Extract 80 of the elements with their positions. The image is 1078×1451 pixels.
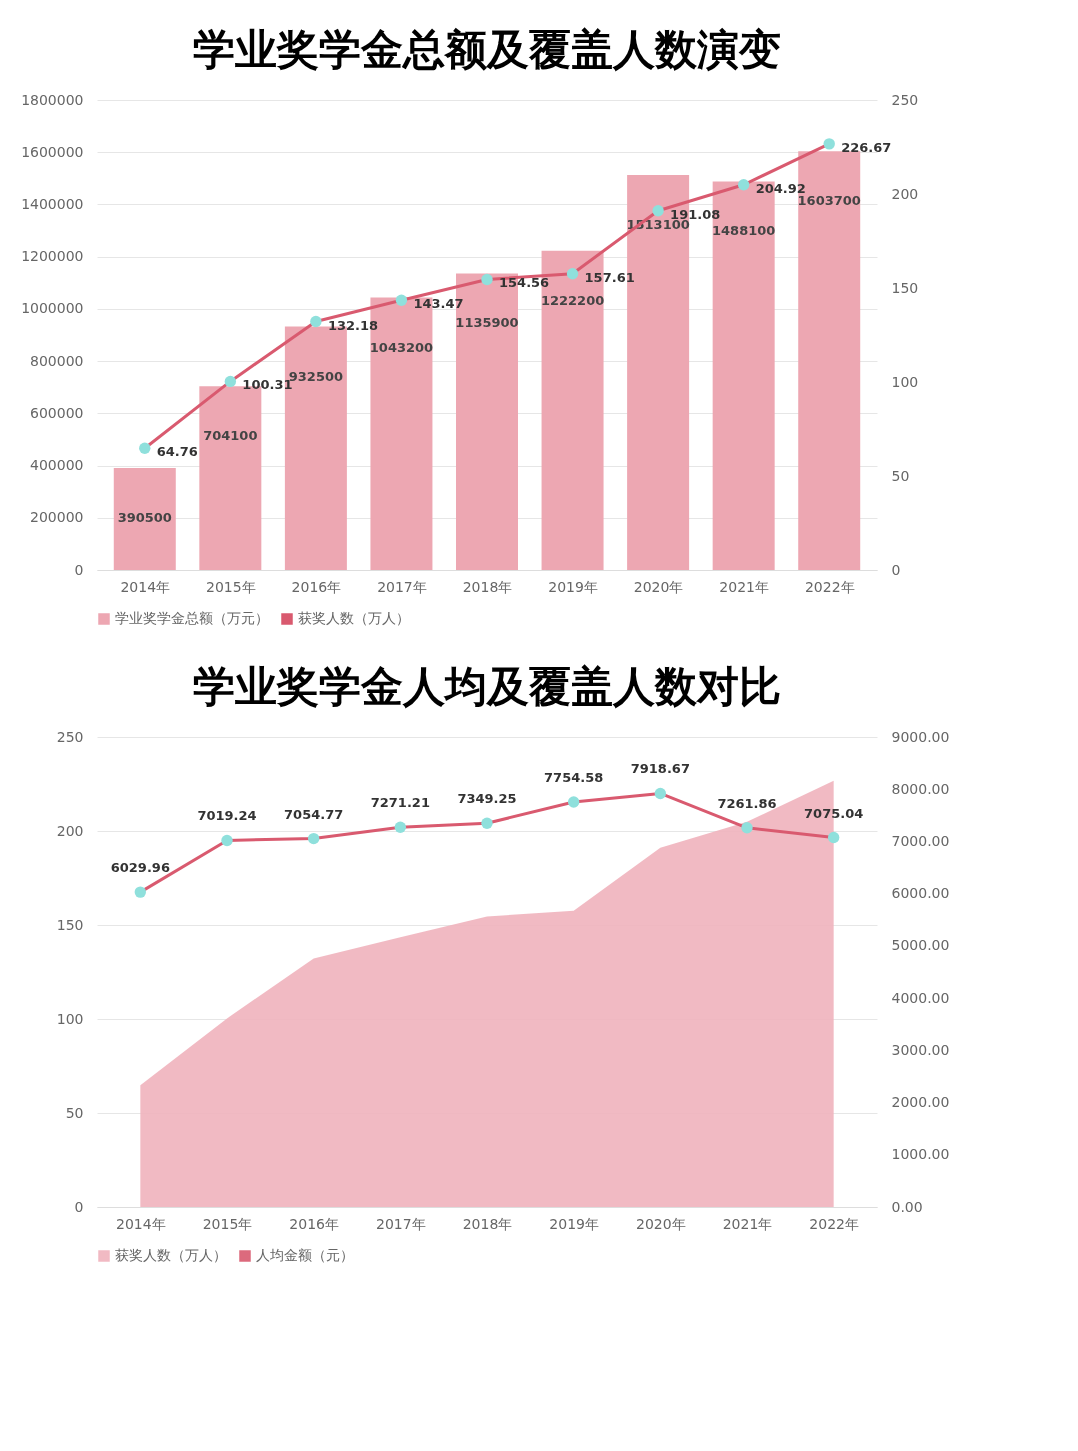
- x-tick-label: 2015年: [206, 578, 256, 595]
- y2-tick-label: 5000.00: [891, 937, 950, 954]
- y2-tick-label: 9000.00: [891, 728, 950, 745]
- data-label: 6029.96: [110, 860, 170, 876]
- data-label: 7019.24: [197, 808, 257, 824]
- data-label: 1043200: [369, 339, 434, 355]
- y-tick-label: 800000: [30, 352, 84, 369]
- x-tick-label: 2021年: [722, 1215, 773, 1232]
- x-tick-label: 2021年: [719, 578, 769, 595]
- y2-tick-label: 50: [891, 467, 910, 484]
- data-label: 7054.77: [284, 806, 344, 822]
- y-tick-label: 400000: [30, 457, 84, 474]
- y2-tick-label: 1000.00: [891, 1146, 950, 1163]
- data-label: 7261.86: [717, 795, 777, 811]
- y-tick-label: 1800000: [21, 91, 84, 108]
- data-label: 157.61: [584, 269, 635, 285]
- data-label: 704100: [203, 428, 258, 444]
- data-label: 64.76: [156, 444, 198, 460]
- y2-tick-label: 0.00: [891, 1198, 923, 1215]
- data-label: 226.67: [841, 139, 892, 155]
- x-tick-label: 2014年: [120, 578, 171, 595]
- y2-tick-label: 200: [891, 185, 919, 202]
- data-label: 1603700: [797, 193, 861, 209]
- y-tick-label: 1000000: [21, 300, 84, 317]
- x-tick-label: 2018年: [462, 578, 513, 595]
- bar: [113, 468, 176, 570]
- y-tick-label: 0: [74, 561, 84, 578]
- data-label: 1222200: [540, 292, 605, 308]
- data-label: 7754.58: [544, 770, 604, 786]
- y2-tick-label: 250: [891, 91, 919, 108]
- y-tick-label: 100: [56, 1010, 84, 1027]
- legend-label: 人均金额（元）: [256, 1247, 354, 1263]
- y-tick-label: 1200000: [21, 248, 84, 265]
- y2-tick-label: 100: [891, 373, 919, 390]
- y2-tick-label: 150: [891, 279, 919, 296]
- x-tick-label: 2020年: [633, 578, 684, 595]
- x-tick-label: 2015年: [202, 1215, 253, 1232]
- y-tick-label: 150: [56, 916, 84, 933]
- x-tick-label: 2019年: [549, 1215, 599, 1232]
- legend-label: 学业奖学金总额（万元）: [115, 610, 269, 626]
- x-tick-label: 2017年: [377, 578, 427, 595]
- data-label: 1135900: [455, 315, 519, 331]
- x-tick-label: 2014年: [116, 1215, 166, 1232]
- data-label: 390500: [117, 510, 172, 526]
- data-label: 132.18: [327, 317, 379, 333]
- x-tick-label: 2019年: [548, 578, 598, 595]
- x-tick-label: 2016年: [291, 578, 342, 595]
- data-label: 143.47: [413, 296, 464, 312]
- y2-tick-label: 0: [891, 561, 901, 578]
- y-tick-label: 1600000: [21, 143, 84, 160]
- y2-tick-label: 7000.00: [891, 832, 950, 849]
- y-tick-label: 1400000: [21, 195, 84, 212]
- y2-tick-label: 3000.00: [891, 1041, 950, 1058]
- x-tick-label: 2022年: [804, 578, 855, 595]
- y-tick-label: 600000: [30, 404, 84, 421]
- y-tick-label: 250: [56, 728, 84, 745]
- data-label: 1488100: [712, 223, 776, 239]
- data-label: 7918.67: [630, 761, 690, 777]
- y-tick-label: 50: [65, 1104, 84, 1121]
- data-label: 204.92: [755, 180, 806, 196]
- data-label: 7349.25: [457, 791, 517, 807]
- y2-tick-label: 8000.00: [891, 780, 950, 797]
- chart-title: 学业奖学金总额及覆盖人数演变: [193, 25, 781, 74]
- x-tick-label: 2022年: [809, 1215, 859, 1232]
- chart-title: 学业奖学金人均及覆盖人数对比: [193, 662, 781, 711]
- y2-tick-label: 6000.00: [891, 885, 950, 902]
- y-tick-label: 200: [56, 822, 84, 839]
- y-tick-label: 200000: [30, 509, 84, 526]
- x-tick-label: 2020年: [636, 1215, 686, 1232]
- y-tick-label: 0: [74, 1198, 84, 1215]
- data-label: 154.56: [499, 275, 550, 291]
- y2-tick-label: 4000.00: [891, 989, 950, 1006]
- data-label: 7271.21: [370, 795, 430, 811]
- x-tick-label: 2018年: [462, 1215, 513, 1232]
- legend-label: 获奖人数（万人）: [115, 1247, 227, 1263]
- data-label: 7075.04: [804, 805, 864, 821]
- y2-tick-label: 2000.00: [891, 1094, 950, 1111]
- x-tick-label: 2017年: [376, 1215, 426, 1232]
- x-tick-label: 2016年: [289, 1215, 339, 1232]
- legend-label: 获奖人数（万人）: [298, 610, 410, 626]
